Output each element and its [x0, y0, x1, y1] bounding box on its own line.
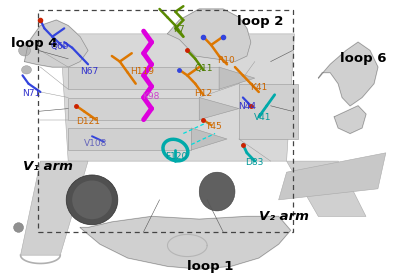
Polygon shape: [286, 161, 366, 217]
Text: V₁ arm: V₁ arm: [22, 160, 72, 173]
Text: D83: D83: [245, 158, 263, 167]
Text: H119: H119: [130, 67, 154, 76]
Text: Q11: Q11: [194, 64, 212, 73]
Text: loop 1: loop 1: [187, 260, 234, 273]
Polygon shape: [68, 128, 191, 150]
Text: D121: D121: [76, 116, 100, 126]
Ellipse shape: [22, 66, 32, 74]
Ellipse shape: [18, 45, 30, 56]
Ellipse shape: [66, 175, 118, 225]
Text: N71: N71: [22, 89, 41, 98]
Polygon shape: [60, 34, 294, 161]
Polygon shape: [68, 67, 219, 89]
Polygon shape: [199, 98, 239, 120]
Ellipse shape: [14, 223, 24, 232]
Polygon shape: [68, 98, 199, 120]
Text: K98: K98: [142, 92, 159, 101]
Polygon shape: [80, 217, 290, 269]
Text: loop 6: loop 6: [340, 52, 387, 65]
Polygon shape: [191, 128, 227, 150]
Text: N67: N67: [80, 67, 98, 76]
Text: V41: V41: [254, 113, 272, 122]
Text: F120: F120: [166, 152, 188, 162]
Polygon shape: [24, 20, 88, 67]
Text: Q69: Q69: [50, 42, 69, 51]
Text: K7: K7: [174, 25, 185, 34]
Polygon shape: [318, 42, 378, 106]
Text: R10: R10: [218, 56, 235, 65]
Polygon shape: [168, 9, 251, 61]
Text: V₂ arm: V₂ arm: [259, 210, 309, 223]
Text: loop 4: loop 4: [11, 37, 57, 50]
Text: H12: H12: [194, 89, 212, 98]
Polygon shape: [219, 67, 255, 89]
Polygon shape: [334, 106, 366, 133]
Text: N44: N44: [238, 102, 256, 111]
Polygon shape: [279, 153, 386, 200]
Polygon shape: [239, 84, 298, 139]
Text: loop 2: loop 2: [237, 15, 283, 28]
Text: K41: K41: [250, 83, 267, 92]
Polygon shape: [20, 161, 88, 255]
Text: T45: T45: [205, 122, 222, 131]
Ellipse shape: [72, 180, 112, 219]
Text: V108: V108: [84, 139, 108, 148]
Bar: [38, 10, 292, 232]
Ellipse shape: [199, 172, 235, 211]
